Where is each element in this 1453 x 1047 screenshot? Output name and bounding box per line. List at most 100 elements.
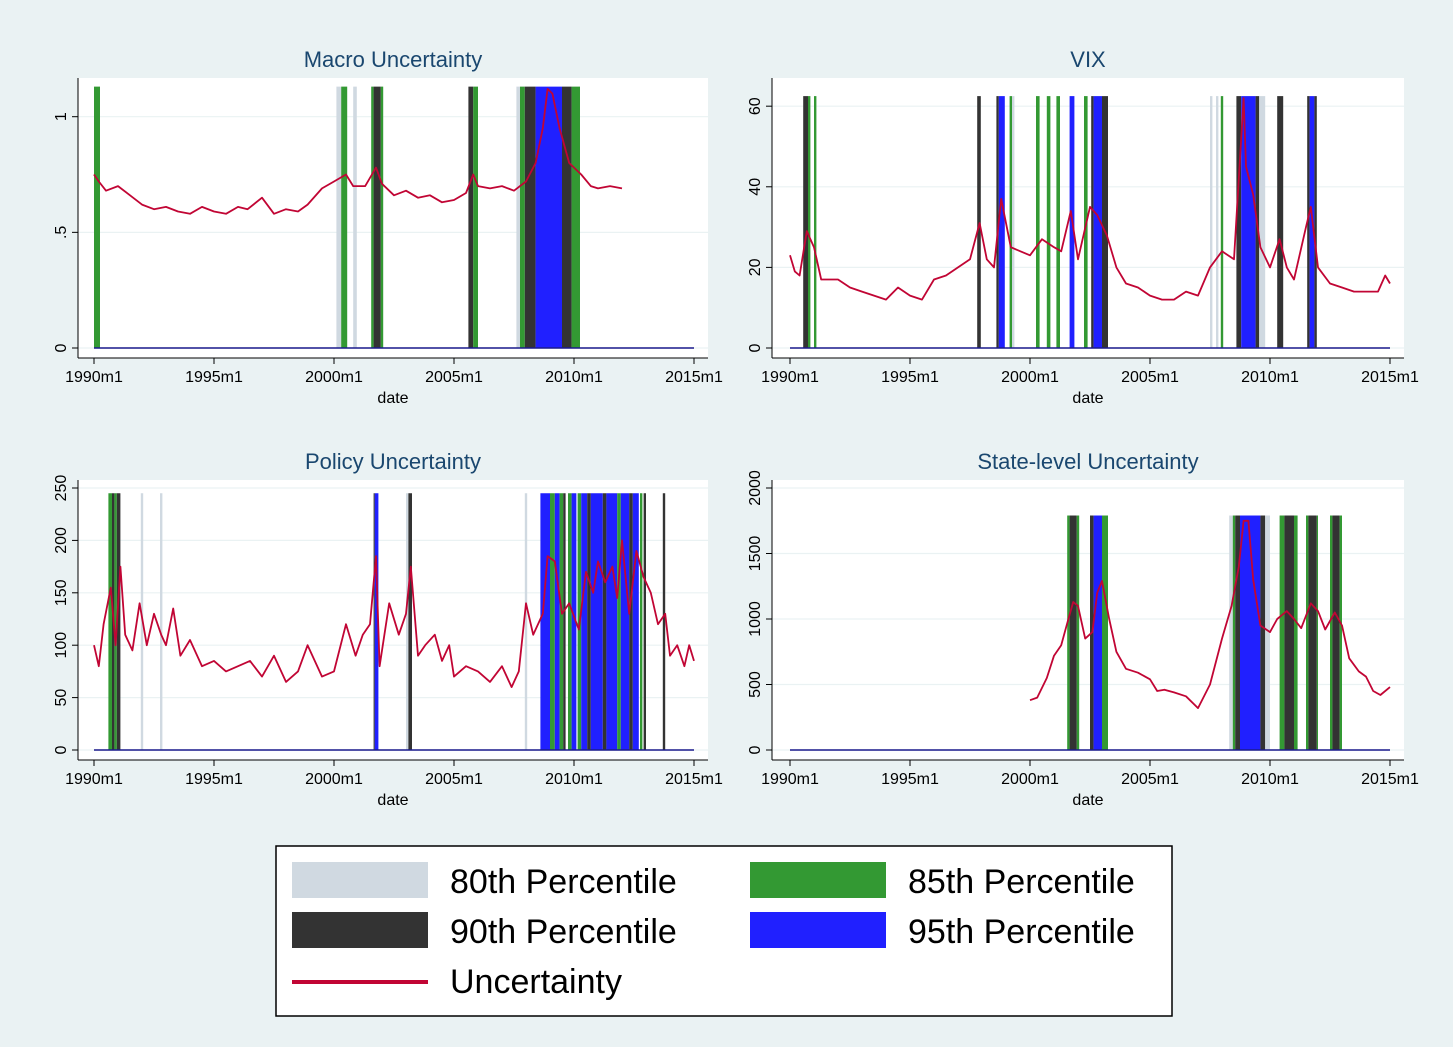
shade-band-p95	[590, 493, 603, 750]
shade-band-p85	[1306, 515, 1309, 750]
shade-band-p80	[1259, 96, 1266, 348]
panel-title: State-level Uncertainty	[977, 449, 1198, 474]
shade-band-p85	[1102, 515, 1108, 750]
x-axis-title: date	[1072, 792, 1103, 809]
shade-band-p90	[1091, 96, 1094, 348]
shade-band-p85	[1009, 96, 1012, 348]
shade-band-p90	[1277, 96, 1284, 348]
x-axis-title: date	[377, 390, 408, 407]
x-tick-label: 1990m1	[761, 369, 819, 386]
x-axis-title: date	[1072, 390, 1103, 407]
shade-band-p85	[640, 493, 643, 750]
panel-title: Macro Uncertainty	[304, 47, 483, 72]
shade-band-p90	[1235, 515, 1240, 750]
shade-band-p85	[371, 86, 374, 348]
y-tick-label: 1000	[747, 601, 764, 637]
uncertainty-line	[93, 88, 623, 215]
shade-band-p90	[116, 493, 121, 750]
x-tick-label: 1995m1	[185, 369, 243, 386]
shade-band-p90	[1314, 96, 1317, 348]
shade-band-p80	[160, 493, 163, 750]
x-tick-label: 2015m1	[1361, 369, 1419, 386]
chart-panel-2: 0 20 40 60 1990m1 1995m1 2000m1 2005m1 2010m1 201…	[747, 47, 1419, 407]
shade-band-p90	[1260, 515, 1266, 750]
shade-band-p85	[1316, 515, 1318, 750]
shade-band-p90	[996, 96, 999, 348]
shade-band-p80	[406, 493, 409, 750]
x-axis-title: date	[377, 792, 408, 809]
shade-band-p85	[94, 86, 100, 348]
shade-band-p85	[559, 493, 564, 750]
uncertainty-line	[789, 97, 1391, 301]
legend-key-85th	[750, 862, 886, 898]
shade-band-p95	[581, 493, 588, 750]
y-tick-label: 200	[53, 527, 70, 554]
uncertainty-line	[93, 539, 695, 688]
shade-band-p85	[808, 96, 811, 348]
y-tick-label: 0	[747, 343, 764, 352]
shade-band-p90	[1102, 96, 1108, 348]
x-tick-label: 2005m1	[425, 771, 483, 788]
x-tick-label: 2015m1	[1361, 771, 1419, 788]
shade-band-p95	[554, 493, 560, 750]
panel-title: VIX	[1070, 47, 1106, 72]
shade-band-p95	[1240, 515, 1261, 750]
x-tick-label: 2010m1	[545, 369, 603, 386]
shade-band-p90	[803, 96, 808, 348]
shade-band-p95	[1093, 96, 1102, 348]
shade-band-p85	[1330, 515, 1333, 750]
shade-band-p95	[374, 493, 379, 750]
shade-band-p85	[1036, 96, 1040, 348]
y-tick-label: 500	[747, 671, 764, 698]
y-tick-label: 0	[53, 745, 70, 754]
shade-band-p85	[341, 86, 348, 348]
x-tick-label: 2000m1	[1001, 771, 1059, 788]
x-tick-label: 2015m1	[665, 771, 723, 788]
y-tick-label: 50	[53, 689, 70, 707]
uncertainty-line	[1029, 519, 1391, 709]
y-tick-label: .5	[53, 226, 70, 239]
shade-band-p90	[1332, 515, 1340, 750]
shade-band-p85	[568, 493, 572, 750]
shade-band-p90	[643, 493, 646, 750]
shade-band-p80	[336, 86, 342, 348]
shade-band-p95	[632, 493, 639, 750]
shade-band-p85	[1076, 515, 1080, 750]
shade-band-p80	[1216, 96, 1219, 348]
x-tick-label: 2005m1	[1121, 369, 1179, 386]
plot-area	[78, 78, 708, 358]
shade-band-p90	[629, 493, 633, 750]
legend: 80th Percentile 85th Percentile 90th Per…	[275, 845, 1173, 1017]
x-tick-label: 1995m1	[881, 771, 939, 788]
x-tick-label: 2010m1	[1241, 771, 1299, 788]
chart-panel-4: 0 500 1000 1500 2000 1990m1 1995m1 2000m1 2005m1…	[747, 449, 1419, 809]
x-tick-label: 2000m1	[305, 369, 363, 386]
shade-band-p90	[587, 493, 591, 750]
shade-band-p85	[814, 96, 817, 348]
shade-band-p85	[380, 86, 384, 348]
legend-key-95th	[750, 912, 886, 948]
shade-band-p90	[1308, 515, 1317, 750]
shade-band-p90	[562, 86, 572, 348]
x-tick-label: 1990m1	[761, 771, 819, 788]
shade-band-p85	[114, 493, 117, 750]
shade-band-p85	[1294, 515, 1298, 750]
shade-band-p85	[550, 493, 555, 750]
x-tick-label: 2010m1	[1241, 369, 1299, 386]
legend-label-90th: 90th Percentile	[450, 913, 677, 951]
shade-band-p80	[1210, 96, 1213, 348]
shade-band-p95	[1093, 515, 1102, 750]
y-tick-label: 40	[747, 178, 764, 196]
shade-band-p80	[524, 493, 528, 750]
legend-label-uncertainty: Uncertainty	[450, 963, 622, 1001]
legend-label-95th: 95th Percentile	[908, 913, 1135, 951]
x-tick-label: 2010m1	[545, 771, 603, 788]
shade-band-p85	[1339, 515, 1342, 750]
shade-band-p85	[1232, 515, 1236, 750]
x-tick-label: 2000m1	[305, 771, 363, 788]
y-tick-label: 0	[747, 745, 764, 754]
shade-band-p85	[1220, 96, 1224, 348]
y-tick-label: 60	[747, 97, 764, 115]
shade-band-p90	[408, 493, 412, 750]
y-tick-label: 0	[53, 343, 70, 352]
